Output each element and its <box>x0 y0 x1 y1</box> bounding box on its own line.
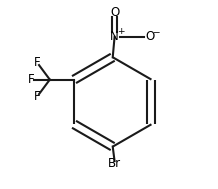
Text: O: O <box>145 30 155 43</box>
Text: O: O <box>110 6 119 19</box>
Text: F: F <box>33 90 40 103</box>
Text: F: F <box>33 56 40 69</box>
Text: +: + <box>117 27 124 36</box>
Text: N: N <box>110 30 119 43</box>
Text: Br: Br <box>108 157 121 170</box>
Text: F: F <box>28 73 34 86</box>
Text: −: − <box>152 27 160 36</box>
